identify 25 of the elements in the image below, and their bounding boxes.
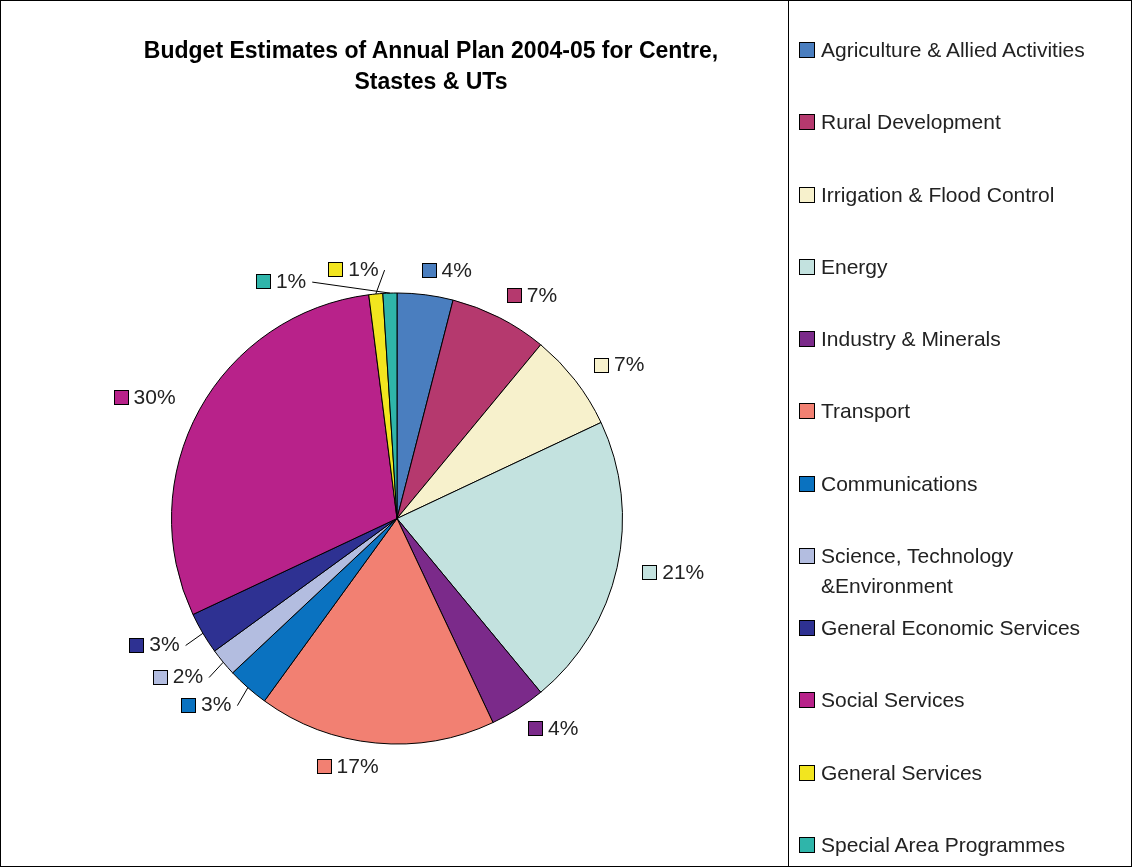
data-label: 17% — [336, 753, 379, 777]
data-label: 1% — [348, 256, 379, 280]
legend-label: Communications — [821, 470, 978, 497]
data-label: 3% — [149, 632, 180, 656]
data-label: 3% — [201, 692, 232, 716]
data-label: 4% — [441, 257, 472, 281]
legend-label: Energy — [821, 253, 888, 280]
legend-label: Social Services — [821, 687, 965, 714]
data-label: 1% — [275, 268, 307, 292]
legend-label: Industry & Minerals — [821, 326, 1001, 352]
text: Budget Estimates of Annual Plan 2004-05 for Centre, Stastes & UTs — [142, 36, 720, 96]
data-label: 7% — [614, 352, 645, 376]
legend-label: Science, Technology &Environment — [821, 542, 1015, 599]
legend-label: Rural Development — [821, 109, 1001, 136]
data-label: 2% — [172, 664, 204, 688]
data-label: 30% — [133, 385, 176, 409]
legend-label: Transport — [821, 398, 911, 425]
data-label: 21% — [662, 559, 705, 583]
legend-label: Agriculture & Allied Activities — [821, 37, 1085, 63]
legend-label: General Economic Services — [821, 615, 1081, 641]
legend-label: General Services — [821, 759, 983, 786]
legend-label: Irrigation & Flood Control — [821, 181, 1055, 208]
legend-label: Special Area Programmes — [821, 831, 1065, 858]
data-label: 7% — [526, 282, 558, 306]
data-label: 4% — [548, 715, 579, 739]
